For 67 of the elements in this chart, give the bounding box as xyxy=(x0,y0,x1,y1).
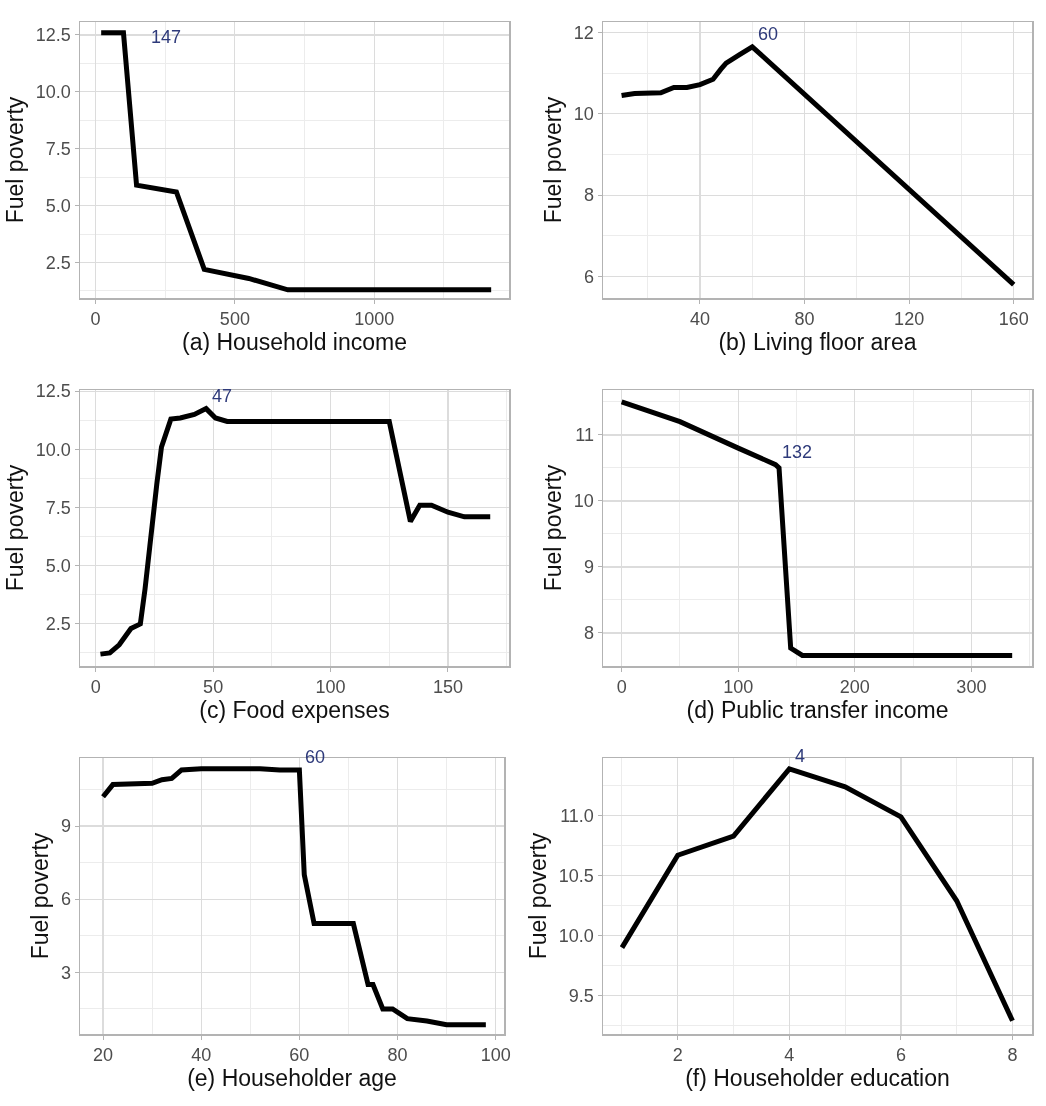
annotation: 60 xyxy=(758,24,779,44)
y-tick-label: 3 xyxy=(60,962,71,983)
y-tick-label: 10.5 xyxy=(558,865,594,886)
y-tick-label: 2.5 xyxy=(45,614,71,635)
x-axis-title: (c) Food expenses xyxy=(199,697,390,724)
y-axis-title: Fuel poverty xyxy=(539,464,566,592)
x-tick-label: 100 xyxy=(723,677,754,698)
y-tick-label: 7.5 xyxy=(45,139,71,160)
x-tick-label: 80 xyxy=(794,309,815,330)
annotation: 4 xyxy=(795,746,806,766)
y-tick-label: 9.5 xyxy=(568,985,594,1006)
x-tick-label: 4 xyxy=(784,1045,795,1066)
x-tick-label: 6 xyxy=(895,1045,906,1066)
y-axis-title: Fuel poverty xyxy=(26,832,53,960)
y-tick-label: 8 xyxy=(583,185,594,206)
x-tick-label: 1000 xyxy=(354,309,395,330)
y-tick-label: 10.0 xyxy=(558,925,594,946)
y-axis-title: Fuel poverty xyxy=(539,96,566,224)
y-tick-label: 11.0 xyxy=(560,805,594,826)
x-tick-label: 8 xyxy=(1007,1045,1018,1066)
y-tick-label: 9 xyxy=(583,557,594,578)
x-tick-label: 0 xyxy=(90,309,101,330)
y-tick-label: 12.5 xyxy=(35,25,71,46)
x-axis-title: (b) Living floor area xyxy=(718,329,917,356)
x-tick-label: 200 xyxy=(839,677,870,698)
x-tick-label: 100 xyxy=(315,677,346,698)
annotation: 47 xyxy=(212,386,233,406)
y-tick-label: 12 xyxy=(573,22,594,43)
x-axis-title: (a) Household income xyxy=(181,329,408,356)
x-tick-label: 300 xyxy=(956,677,987,698)
x-tick-label: 150 xyxy=(432,677,463,698)
y-axis-title: Fuel poverty xyxy=(1,96,28,224)
x-tick-label: 500 xyxy=(219,309,250,330)
y-tick-label: 6 xyxy=(60,889,71,910)
y-tick-label: 8 xyxy=(583,623,594,644)
x-tick-label: 40 xyxy=(191,1045,212,1066)
x-tick-label: 80 xyxy=(387,1045,408,1066)
annotation: 60 xyxy=(305,747,326,767)
x-tick-label: 120 xyxy=(894,309,925,330)
annotation: 147 xyxy=(151,27,182,47)
x-axis-title: (f) Householder education xyxy=(685,1065,950,1092)
y-tick-label: 5.0 xyxy=(45,195,71,216)
y-tick-label: 9 xyxy=(60,816,71,837)
x-tick-label: 100 xyxy=(480,1045,511,1066)
x-tick-label: 20 xyxy=(93,1045,114,1066)
x-axis-title: (d) Public transfer income xyxy=(686,697,949,724)
x-tick-label: 2 xyxy=(672,1045,683,1066)
y-tick-label: 7.5 xyxy=(45,497,71,518)
x-tick-label: 0 xyxy=(90,677,101,698)
y-tick-label: 10 xyxy=(573,104,594,125)
y-tick-label: 12.5 xyxy=(35,381,71,402)
y-tick-label: 2.5 xyxy=(45,252,71,273)
y-tick-label: 11 xyxy=(575,425,594,446)
y-tick-label: 10.0 xyxy=(35,82,71,103)
y-tick-label: 6 xyxy=(583,266,594,287)
x-tick-label: 160 xyxy=(998,309,1029,330)
x-tick-label: 40 xyxy=(689,309,711,330)
y-axis-title: Fuel poverty xyxy=(524,832,551,960)
y-tick-label: 5.0 xyxy=(45,556,71,576)
annotation: 132 xyxy=(782,442,813,462)
y-tick-label: 10.0 xyxy=(35,439,71,460)
y-axis-title: Fuel poverty xyxy=(1,464,28,592)
y-tick-label: 10 xyxy=(573,491,594,512)
x-tick-label: 0 xyxy=(616,677,627,698)
x-tick-label: 50 xyxy=(203,677,224,698)
x-tick-label: 60 xyxy=(289,1045,310,1066)
x-axis-title: (e) Householder age xyxy=(187,1065,397,1092)
